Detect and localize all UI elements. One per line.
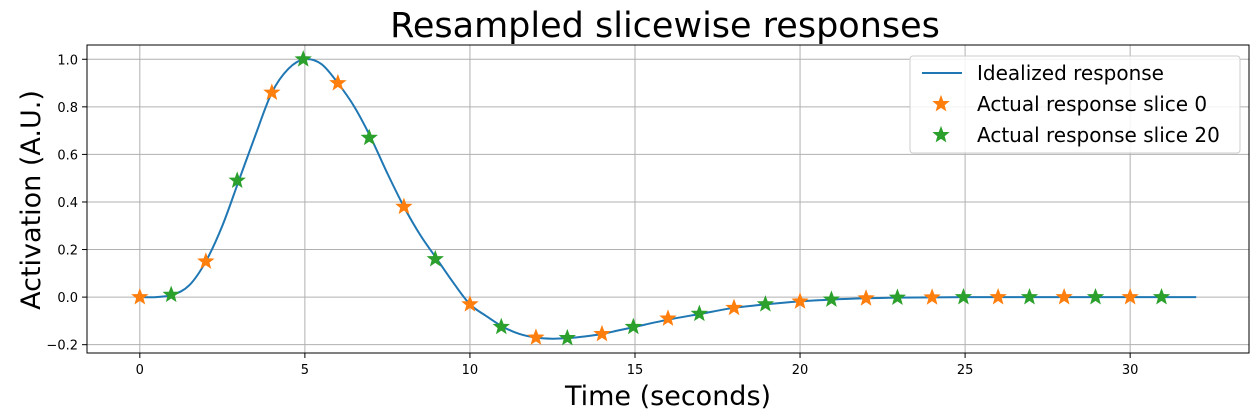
- legend-star-swatch: [932, 125, 950, 143]
- data-point-star-series-1: [329, 73, 347, 91]
- data-point-star-series-1: [923, 288, 941, 305]
- legend-star-swatch: [932, 94, 950, 112]
- data-point-star-series-2: [228, 171, 246, 188]
- data-point-star-series-2: [162, 285, 180, 303]
- y-tick-label: 0.2: [57, 244, 78, 259]
- x-tick-label: 0: [136, 363, 144, 378]
- legend-entry-label: Idealized response: [977, 61, 1164, 85]
- data-point-star-series-1: [659, 309, 677, 326]
- y-tick-label: −0.2: [46, 339, 78, 354]
- axes-frame: [86, 44, 1250, 354]
- data-point-star-series-1: [725, 298, 743, 316]
- x-tick-label: 15: [627, 363, 644, 378]
- x-tick-label: 20: [792, 363, 809, 378]
- data-point-star-series-1: [1121, 287, 1139, 305]
- x-tick-label: 30: [1122, 363, 1139, 378]
- y-tick-label: 1.0: [57, 53, 78, 68]
- y-tick-label: 0.8: [57, 101, 78, 116]
- data-point-star-series-1: [527, 328, 545, 345]
- data-point-star-series-2: [624, 317, 643, 335]
- data-point-star-series-2: [360, 128, 378, 146]
- legend-entry-label: Actual response slice 20: [977, 123, 1220, 147]
- y-axis-label: Activation (A.U.): [16, 90, 47, 310]
- data-point-star-series-2: [954, 287, 973, 305]
- data-point-star-series-2: [888, 288, 907, 305]
- grid: [87, 45, 1249, 353]
- legend-box: [909, 55, 1241, 154]
- data-point-star-series-1: [395, 197, 413, 215]
- data-point-star-series-2: [426, 249, 444, 267]
- data-point-star-series-2: [1020, 287, 1039, 305]
- data-point-star-series-2: [690, 304, 709, 322]
- data-point-star-series-1: [857, 289, 875, 306]
- data-point-star-series-1: [791, 292, 809, 309]
- data-point-star-series-1: [1055, 287, 1073, 305]
- data-point-star-series-2: [492, 317, 510, 335]
- data-point-star-series-1: [131, 287, 149, 305]
- x-tick-label: 10: [462, 363, 479, 378]
- y-tick-label: 0.4: [57, 196, 78, 211]
- x-tick-label: 25: [957, 363, 974, 378]
- data-point-star-series-2: [294, 50, 312, 67]
- data-point-star-series-1: [197, 252, 215, 269]
- data-point-star-series-1: [263, 83, 281, 100]
- legend-entry-label: Actual response slice 0: [977, 92, 1207, 116]
- plot-series: [131, 50, 1197, 346]
- data-point-star-series-1: [593, 324, 611, 342]
- data-point-star-series-2: [1086, 287, 1105, 305]
- data-point-star-series-1: [989, 287, 1007, 305]
- y-tick-label: 0.0: [57, 291, 78, 306]
- ticks: 0 5 10 15 20 25 30 −0.2 0.0 0.2 0.4 0.6 0.8 1.0: [46, 53, 1138, 378]
- axes: [86, 44, 1250, 354]
- data-point-star-series-2: [1152, 287, 1171, 305]
- chart-title: Resampled slicewise responses: [390, 6, 940, 46]
- data-point-star-series-2: [558, 328, 577, 346]
- legend: Idealized response Actual response slice …: [909, 55, 1241, 154]
- x-axis-label: Time (seconds): [564, 381, 771, 412]
- data-point-star-series-2: [822, 290, 841, 307]
- y-tick-label: 0.6: [57, 148, 78, 163]
- data-point-star-series-2: [756, 295, 775, 312]
- x-tick-label: 5: [301, 363, 309, 378]
- data-point-star-series-1: [461, 295, 479, 312]
